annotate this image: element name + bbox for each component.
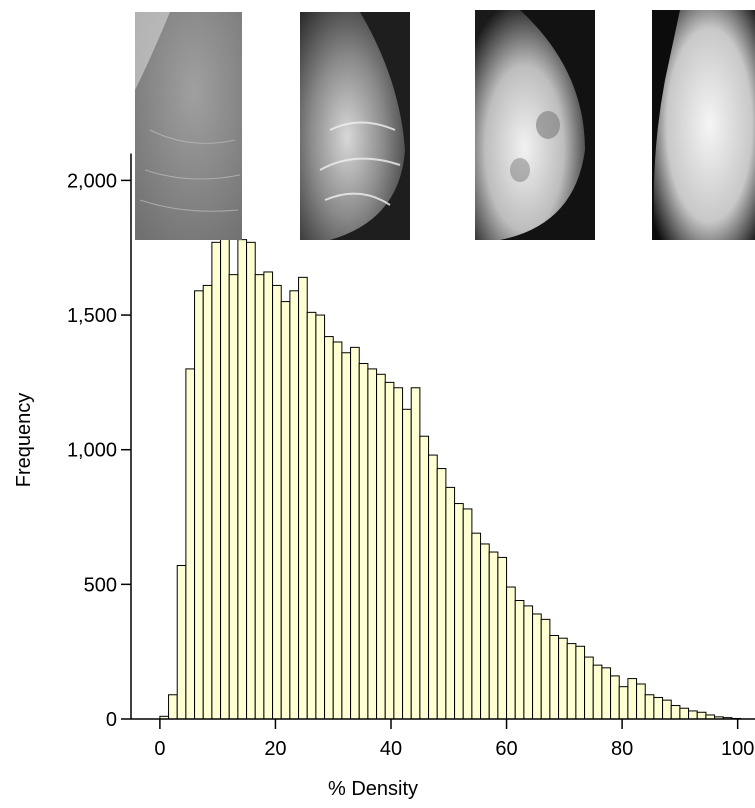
- histogram-bar: [246, 241, 256, 720]
- histogram-bar: [618, 686, 629, 720]
- mammogram-fatty-image: [135, 12, 242, 240]
- histogram-bar: [428, 454, 438, 720]
- histogram-bar: [402, 408, 412, 720]
- histogram-bar: [168, 694, 178, 720]
- histogram-bar: [540, 618, 551, 720]
- histogram-bar: [410, 387, 421, 720]
- y-tick-label: 1,000: [67, 440, 117, 462]
- histogram-bar: [176, 565, 187, 720]
- histogram-bar: [592, 664, 603, 720]
- histogram-bar: [298, 276, 308, 720]
- histogram-bar: [514, 600, 525, 720]
- histogram-bar: [636, 683, 646, 720]
- histogram-bar: [289, 290, 300, 720]
- histogram-bar: [237, 239, 248, 720]
- histogram-bar: [272, 284, 282, 720]
- y-tick-label: 2,000: [67, 170, 117, 192]
- histogram-bar: [670, 705, 681, 720]
- histogram-bar: [211, 241, 222, 720]
- y-tick-label: 1,500: [67, 305, 117, 327]
- histogram-bar: [584, 656, 594, 720]
- histogram-bar: [610, 675, 620, 720]
- y-tick-label: 500: [84, 574, 117, 596]
- y-axis-title: Frequency: [13, 393, 35, 488]
- histogram-bar: [653, 696, 664, 720]
- histogram-bar: [315, 314, 326, 720]
- histogram-bar: [185, 368, 196, 720]
- histogram-bar: [445, 486, 456, 720]
- histogram-bar: [367, 368, 378, 720]
- histogram-bar: [497, 556, 508, 720]
- mammogram-heterogeneous-image: [475, 10, 595, 240]
- histogram-bar: [688, 710, 698, 720]
- histogram-bar: [220, 220, 230, 720]
- histogram-bar: [575, 645, 586, 720]
- histogram-bar: [341, 352, 352, 720]
- histogram-bar: [506, 586, 516, 720]
- histogram-bar: [532, 613, 542, 720]
- histogram-bar: [549, 635, 560, 720]
- y-axis-ticks: 0 500 1,000 1,500 2,000: [67, 170, 131, 731]
- histogram-bar: [194, 290, 204, 720]
- histogram-bar: [627, 678, 638, 720]
- y-tick-label: 0: [106, 709, 117, 731]
- histogram-bar: [202, 284, 213, 720]
- histogram-bar: [254, 274, 265, 720]
- histogram-bar: [393, 387, 404, 720]
- x-tick-label: 0: [154, 738, 165, 760]
- histogram-bar: [488, 551, 499, 720]
- histogram-bar: [523, 605, 534, 720]
- histogram-bar: [358, 363, 369, 720]
- histogram-bar: [462, 508, 473, 720]
- x-tick-label: 40: [380, 738, 402, 760]
- histogram-bar: [558, 637, 568, 720]
- mammogram-dense-image: [652, 10, 755, 240]
- histogram-bar: [280, 301, 291, 720]
- histogram-bar: [384, 381, 395, 720]
- histogram-bar: [419, 435, 430, 720]
- x-tick-label: 60: [495, 738, 517, 760]
- mammogram-scattered-image: [300, 12, 410, 240]
- histogram-bar: [306, 311, 317, 720]
- x-axis-title: % Density: [328, 778, 418, 800]
- histogram-bar: [601, 667, 612, 720]
- histogram-bar: [679, 707, 690, 720]
- histogram-bar: [228, 274, 239, 720]
- x-tick-label: 80: [611, 738, 633, 760]
- histogram-bar: [480, 543, 490, 720]
- histogram-bar: [332, 341, 343, 720]
- histogram-bar: [454, 503, 464, 720]
- histogram-bar: [662, 699, 672, 720]
- histogram-bar: [324, 336, 334, 720]
- histogram-bar: [350, 346, 360, 720]
- histogram-bar: [566, 643, 577, 720]
- histogram-bar: [696, 711, 707, 720]
- histogram-bar: [644, 694, 655, 720]
- histogram-bar: [436, 468, 447, 720]
- histogram-bar: [376, 373, 386, 720]
- x-tick-label: 20: [264, 738, 286, 760]
- histogram-bar: [471, 532, 482, 720]
- histogram-bar: [263, 271, 274, 720]
- x-axis-ticks: 0 20 40 60 80 100: [154, 719, 754, 760]
- x-tick-label: 100: [721, 738, 754, 760]
- histogram-bars: [159, 220, 742, 720]
